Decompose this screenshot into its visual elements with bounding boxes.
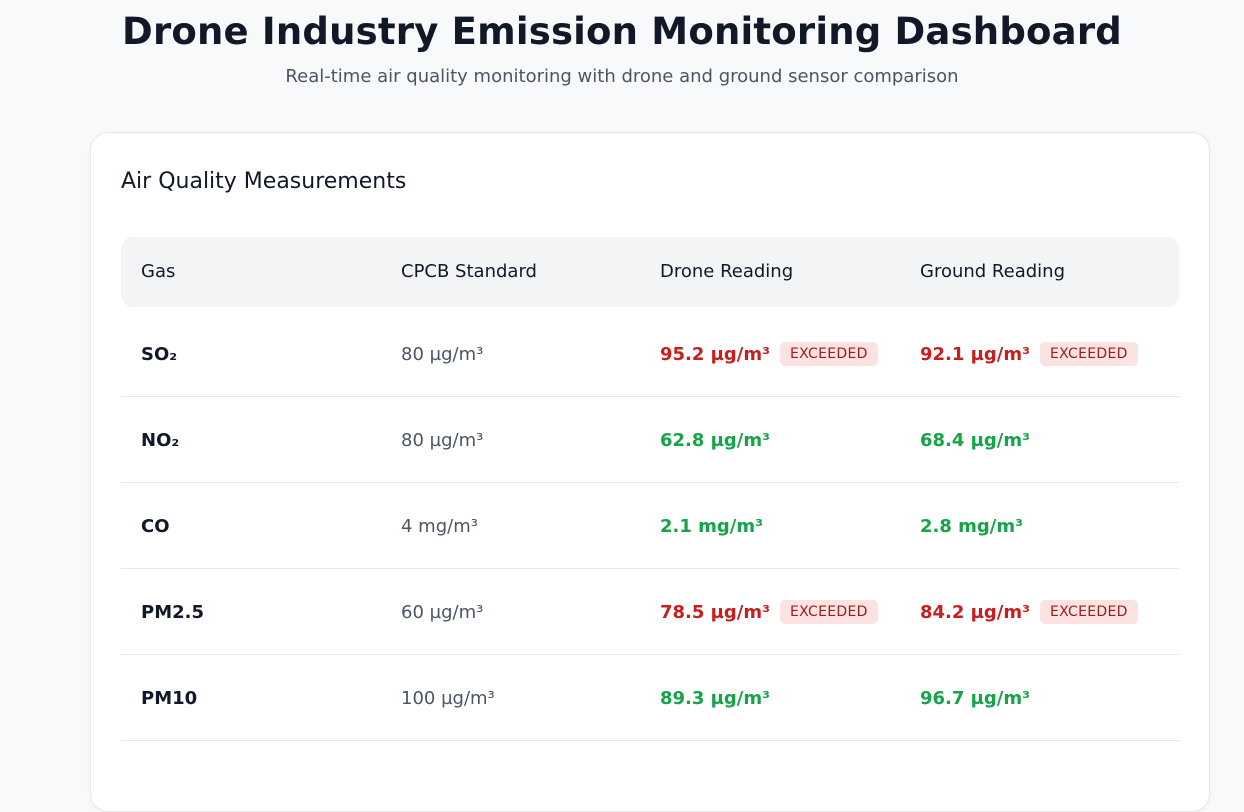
ground-value: 96.7 µg/m³ <box>920 687 1031 709</box>
exceeded-badge: EXCEEDED <box>1040 600 1138 624</box>
table-row: NO₂ 80 µg/m³ 62.8 µg/m³ 68.4 µg/m³ <box>121 397 1179 483</box>
cpcb-standard: 80 µg/m³ <box>401 429 484 451</box>
exceeded-badge: EXCEEDED <box>1040 342 1138 366</box>
gas-name: CO <box>141 515 170 537</box>
drone-reading: 89.3 µg/m³ <box>660 655 770 741</box>
gas-name: NO₂ <box>141 429 180 451</box>
table-header: Gas CPCB Standard Drone Reading Ground R… <box>121 237 1179 307</box>
card-title: Air Quality Measurements <box>121 169 407 194</box>
column-header-gas: Gas <box>141 261 176 282</box>
ground-reading: 68.4 µg/m³ <box>920 397 1030 483</box>
column-header-ground: Ground Reading <box>920 261 1065 282</box>
page-title: Drone Industry Emission Monitoring Dashb… <box>122 10 1122 53</box>
drone-value: 95.2 µg/m³ <box>660 343 771 365</box>
exceeded-badge: EXCEEDED <box>780 342 878 366</box>
table-row: PM10 100 µg/m³ 89.3 µg/m³ 96.7 µg/m³ <box>121 655 1179 741</box>
ground-reading: 2.8 mg/m³ <box>920 483 1023 569</box>
ground-reading: 96.7 µg/m³ <box>920 655 1030 741</box>
column-header-standard: CPCB Standard <box>401 261 537 282</box>
air-quality-card: Air Quality Measurements Gas CPCB Standa… <box>90 132 1210 812</box>
drone-value: 78.5 µg/m³ <box>660 601 771 623</box>
column-header-drone: Drone Reading <box>660 261 794 282</box>
ground-value: 84.2 µg/m³ <box>920 601 1031 623</box>
table-row: PM2.5 60 µg/m³ 78.5 µg/m³ EXCEEDED 84.2 … <box>121 569 1179 655</box>
ground-reading: 92.1 µg/m³ EXCEEDED <box>920 311 1138 397</box>
drone-value: 2.1 mg/m³ <box>660 515 764 537</box>
gas-name: PM10 <box>141 687 198 709</box>
drone-value: 89.3 µg/m³ <box>660 687 771 709</box>
ground-value: 2.8 mg/m³ <box>920 515 1024 537</box>
drone-value: 62.8 µg/m³ <box>660 429 771 451</box>
gas-name: SO₂ <box>141 343 178 365</box>
drone-reading: 78.5 µg/m³ EXCEEDED <box>660 569 878 655</box>
drone-reading: 95.2 µg/m³ EXCEEDED <box>660 311 878 397</box>
ground-reading: 84.2 µg/m³ EXCEEDED <box>920 569 1138 655</box>
table-row: CO 4 mg/m³ 2.1 mg/m³ 2.8 mg/m³ <box>121 483 1179 569</box>
exceeded-badge: EXCEEDED <box>780 600 878 624</box>
gas-name: PM2.5 <box>141 601 204 623</box>
table-row: SO₂ 80 µg/m³ 95.2 µg/m³ EXCEEDED 92.1 µg… <box>121 311 1179 397</box>
cpcb-standard: 80 µg/m³ <box>401 343 484 365</box>
cpcb-standard: 60 µg/m³ <box>401 601 484 623</box>
cpcb-standard: 4 mg/m³ <box>401 515 478 537</box>
drone-reading: 62.8 µg/m³ <box>660 397 770 483</box>
ground-value: 68.4 µg/m³ <box>920 429 1031 451</box>
ground-value: 92.1 µg/m³ <box>920 343 1031 365</box>
page-subtitle: Real-time air quality monitoring with dr… <box>285 66 959 87</box>
drone-reading: 2.1 mg/m³ <box>660 483 763 569</box>
cpcb-standard: 100 µg/m³ <box>401 687 495 709</box>
